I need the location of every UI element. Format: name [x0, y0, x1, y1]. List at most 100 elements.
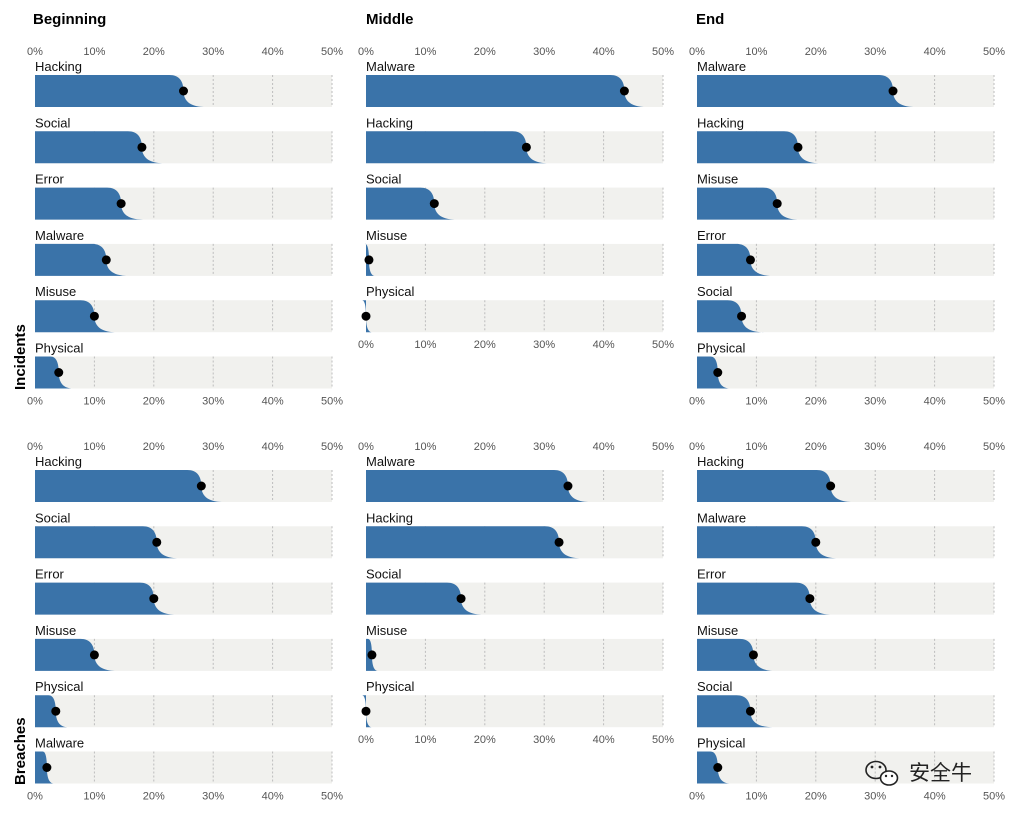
top-tick-label: 40% — [593, 441, 615, 453]
panel-incidents-end: 0% 10% 20% 30% 40% 50% Malware Hacking Misuse Err… — [689, 46, 1005, 408]
bottom-tick-label: 50% — [983, 791, 1005, 803]
bottom-tick-label: 0% — [27, 791, 43, 803]
bottom-tick-label: 0% — [27, 396, 43, 408]
bar-track — [697, 356, 994, 389]
bar-track — [35, 356, 332, 389]
value-dot — [888, 86, 898, 96]
top-tick-label: 50% — [652, 46, 674, 58]
bottom-tick-label: 30% — [533, 339, 555, 351]
value-dot — [772, 199, 782, 209]
category-label: Misuse — [366, 228, 407, 243]
bottom-tick-label: 40% — [262, 791, 284, 803]
category-label: Malware — [35, 736, 84, 751]
bar — [366, 131, 549, 164]
top-tick-label: 20% — [474, 441, 496, 453]
top-tick-label: 30% — [533, 46, 555, 58]
bar-track — [366, 695, 663, 728]
value-dot — [429, 199, 439, 209]
category-label: Hacking — [697, 115, 744, 130]
bottom-tick-label: 50% — [321, 396, 343, 408]
value-dot — [364, 255, 374, 265]
bottom-tick-label: 10% — [414, 734, 436, 746]
category-label: Error — [35, 567, 65, 582]
column-title-end: End — [696, 11, 724, 28]
row-label-breaches: Breaches — [12, 717, 29, 785]
value-dot — [51, 706, 61, 716]
top-tick-label: 50% — [652, 441, 674, 453]
bottom-tick-label: 50% — [321, 791, 343, 803]
top-tick-label: 0% — [358, 46, 374, 58]
bar-track — [366, 638, 663, 671]
chart-panels: 0% 10% 20% 30% 40% 50% Hacking Social Error Malwa… — [27, 46, 1005, 803]
bar — [364, 243, 375, 276]
value-dot — [713, 763, 723, 772]
watermark: 安全牛 — [865, 760, 972, 786]
bottom-tick-label: 20% — [805, 791, 827, 803]
top-tick-label: 50% — [321, 46, 343, 58]
top-tick-label: 10% — [745, 441, 767, 453]
bottom-tick-label: 10% — [745, 791, 767, 803]
category-label: Hacking — [366, 510, 413, 525]
bottom-tick-label: 50% — [983, 396, 1005, 408]
bottom-tick-label: 10% — [83, 396, 105, 408]
bar — [35, 582, 176, 615]
value-dot — [713, 368, 723, 377]
bottom-tick-label: 40% — [593, 734, 615, 746]
value-dot — [456, 594, 466, 604]
top-tick-label: 0% — [358, 441, 374, 453]
bottom-tick-label: 40% — [924, 396, 946, 408]
bottom-tick-label: 20% — [805, 396, 827, 408]
bottom-tick-label: 30% — [864, 791, 886, 803]
category-label: Malware — [697, 510, 746, 525]
bar-track — [697, 300, 994, 333]
bottom-tick-label: 40% — [262, 396, 284, 408]
panel-breaches-end: 0% 10% 20% 30% 40% 50% Hacking Malware Error Misu… — [689, 441, 1005, 803]
bar — [697, 470, 853, 502]
bar — [697, 695, 773, 728]
top-tick-label: 40% — [262, 441, 284, 453]
value-dot — [179, 86, 188, 96]
top-tick-label: 20% — [143, 46, 165, 58]
category-label: Social — [35, 510, 71, 525]
bar — [35, 243, 129, 276]
bar — [697, 638, 776, 671]
bottom-tick-label: 30% — [202, 791, 224, 803]
bottom-tick-label: 40% — [593, 339, 615, 351]
top-tick-label: 0% — [689, 441, 705, 453]
category-label: Hacking — [697, 454, 744, 469]
bar-track — [697, 751, 994, 784]
top-tick-label: 20% — [805, 441, 827, 453]
bar — [35, 131, 164, 164]
category-label: Misuse — [35, 623, 76, 638]
category-label: Physical — [35, 341, 84, 356]
top-tick-label: 30% — [202, 46, 224, 58]
value-dot — [89, 311, 99, 321]
category-label: Malware — [366, 59, 415, 74]
top-tick-label: 40% — [262, 46, 284, 58]
bar — [35, 187, 144, 220]
bottom-tick-label: 20% — [143, 396, 165, 408]
value-dot — [826, 481, 836, 491]
value-dot — [805, 594, 815, 604]
top-tick-label: 20% — [474, 46, 496, 58]
top-tick-label: 30% — [202, 441, 224, 453]
bar — [366, 526, 582, 559]
value-dot — [793, 142, 803, 152]
bar — [366, 638, 378, 671]
value-dot — [42, 763, 52, 772]
top-tick-label: 10% — [83, 46, 105, 58]
top-tick-label: 10% — [414, 441, 436, 453]
panel-incidents-beginning: 0% 10% 20% 30% 40% 50% Hacking Social Error Malwa… — [27, 46, 343, 408]
value-dot — [563, 481, 573, 491]
top-tick-label: 10% — [414, 46, 436, 58]
column-title-beginning: Beginning — [33, 11, 106, 28]
top-tick-label: 0% — [27, 46, 43, 58]
top-tick-label: 30% — [533, 441, 555, 453]
value-dot — [737, 311, 747, 321]
bottom-tick-label: 40% — [924, 791, 946, 803]
category-label: Malware — [35, 228, 84, 243]
bar — [697, 187, 800, 220]
category-label: Malware — [697, 59, 746, 74]
value-dot — [361, 706, 371, 716]
